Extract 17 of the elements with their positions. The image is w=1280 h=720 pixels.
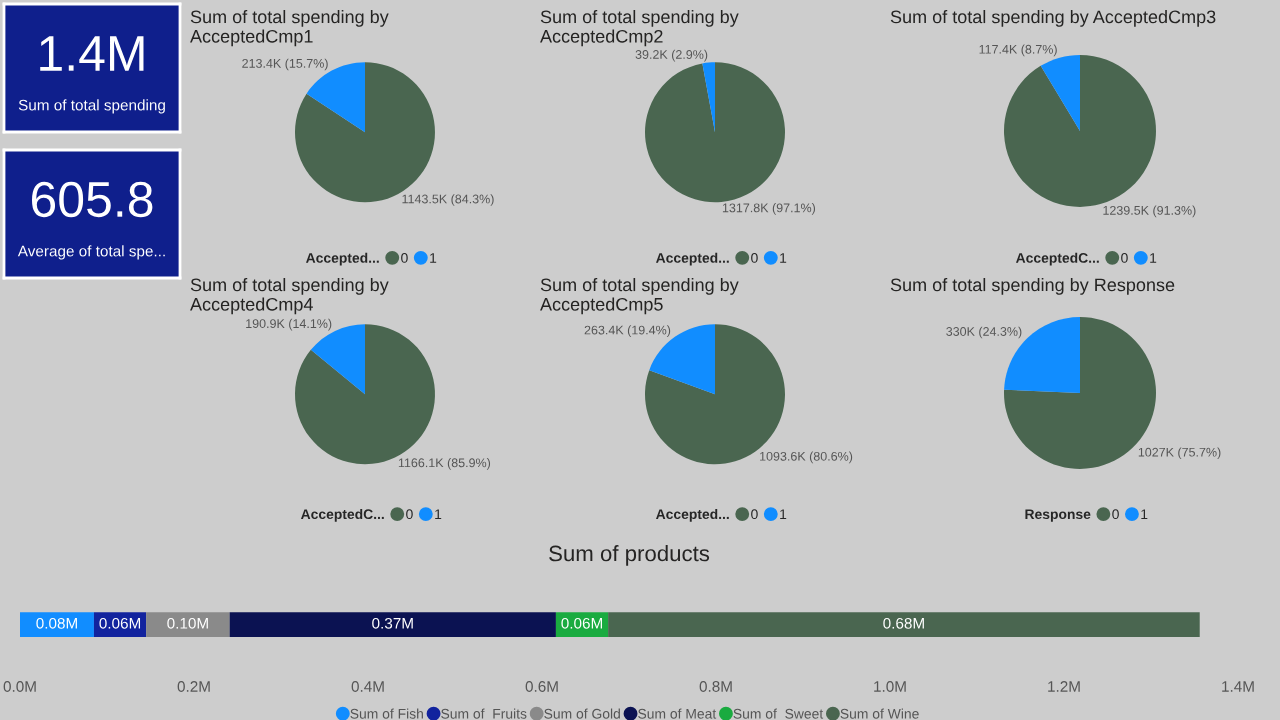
pie-slice: [645, 62, 785, 203]
pie-slice: [1040, 54, 1080, 131]
bar: [20, 612, 94, 637]
bar: [608, 612, 1200, 637]
text: 605.8: [31, 181, 153, 218]
bar: [229, 612, 556, 637]
bar: [146, 612, 230, 637]
chart-title: Sum of products: [549, 545, 710, 566]
chart-title: Sum of total spending by AcceptedCmp3: [890, 10, 1216, 27]
chart-title: Sum of total spending by AcceptedCmp2: [540, 10, 739, 47]
pie-slice: [1004, 54, 1156, 207]
chart-title: Sum of total spending by AcceptedCmp4: [190, 278, 389, 315]
text: 1.4M: [40, 36, 144, 71]
chart-title: Sum of total spending by AcceptedCmp5: [540, 278, 739, 315]
chart-title: Sum of total spending by AcceptedCmp1: [190, 10, 389, 47]
chart-title: Sum of total spending by Response: [890, 278, 1175, 295]
pie-slice: [702, 62, 715, 133]
